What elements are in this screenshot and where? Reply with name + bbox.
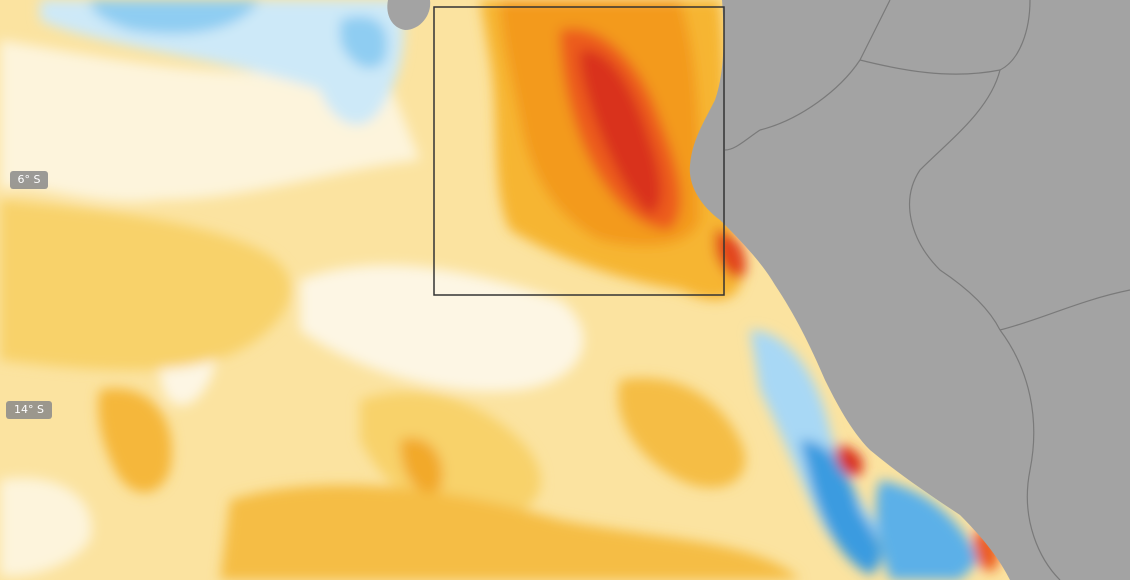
latitude-label: 14° S (14, 403, 44, 416)
label-box (6, 401, 52, 419)
latitude-label-1: 6° S (10, 171, 48, 189)
label-box (10, 171, 48, 189)
latitude-label-2: 14° S (6, 401, 52, 419)
latitude-label: 6° S (18, 173, 41, 186)
focus-box (433, 6, 725, 296)
land (387, 0, 1130, 580)
